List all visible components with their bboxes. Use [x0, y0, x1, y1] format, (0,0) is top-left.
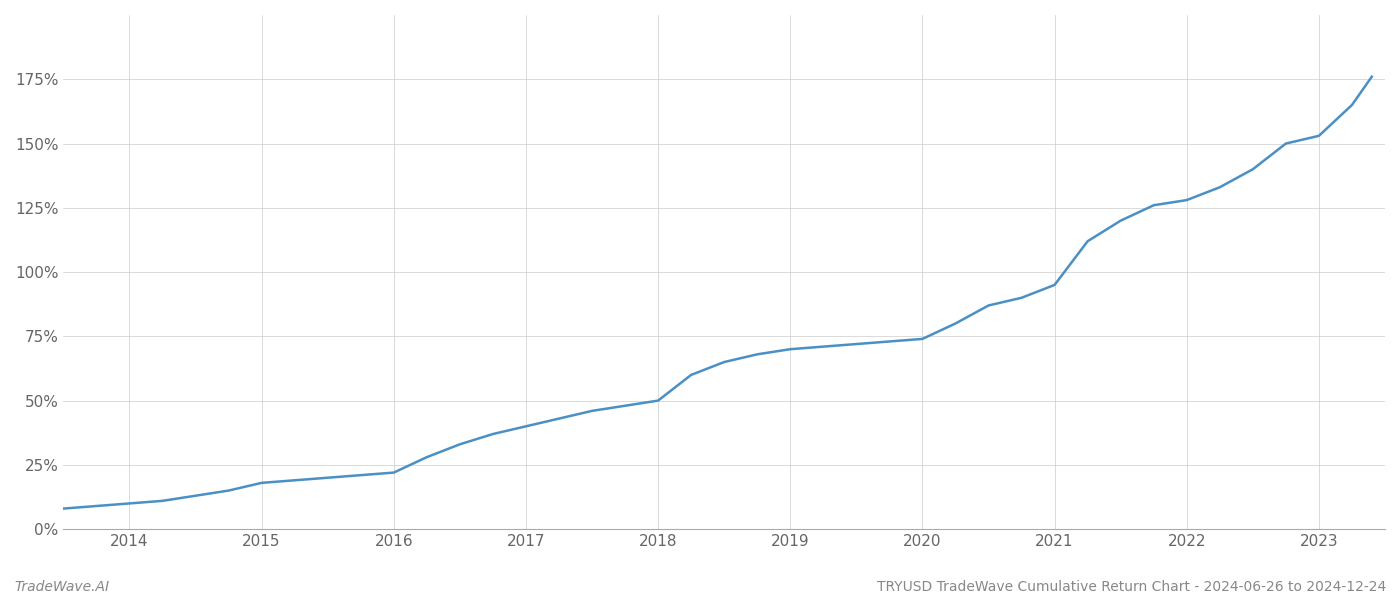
Text: TradeWave.AI: TradeWave.AI	[14, 580, 109, 594]
Text: TRYUSD TradeWave Cumulative Return Chart - 2024-06-26 to 2024-12-24: TRYUSD TradeWave Cumulative Return Chart…	[876, 580, 1386, 594]
